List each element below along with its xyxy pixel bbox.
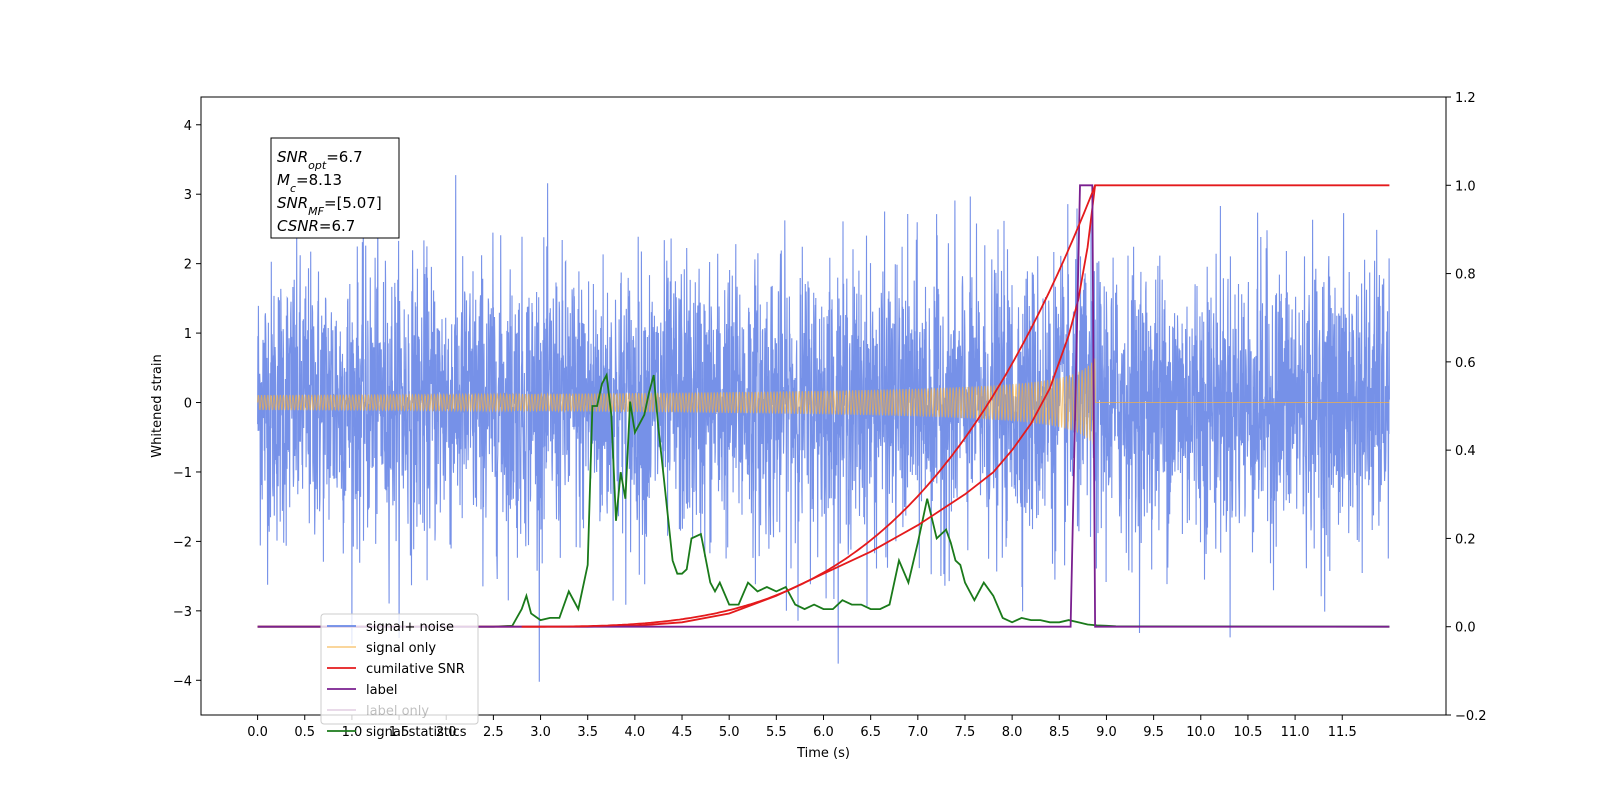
- y-axis-label: Whitened strain: [150, 354, 165, 457]
- x-tick-label: 3.0: [530, 725, 551, 740]
- x-tick-label: 7.0: [907, 725, 928, 740]
- x-tick-label: 11.5: [1328, 725, 1357, 740]
- x-tick-label: 2.5: [483, 725, 504, 740]
- info-line: Mc=8.13: [277, 171, 342, 195]
- legend-label: cumilative SNR: [366, 662, 465, 677]
- y-left-tick-label: 1: [184, 327, 192, 342]
- legend: signal+ noise signal only cumilative SNR la…: [320, 613, 479, 740]
- x-tick-label: 1.0: [342, 725, 363, 740]
- y-left-tick-label: −2: [173, 535, 192, 550]
- y-left-tick-label: 2: [184, 258, 192, 273]
- x-tick-label: 1.5: [389, 725, 410, 740]
- y-left-tick-label: −4: [173, 674, 192, 689]
- x-tick-label: 2.0: [436, 725, 457, 740]
- x-tick-label: 10.5: [1233, 725, 1262, 740]
- cumulative-snr-smooth-line: [521, 184, 1096, 628]
- signal-noise-series: [257, 175, 1390, 682]
- x-tick-label: 5.5: [766, 725, 787, 740]
- y-left-tick-label: −1: [173, 466, 192, 481]
- x-tick-label: 8.5: [1049, 725, 1070, 740]
- signal-noise-line: [257, 175, 1390, 682]
- axes: 0.0 0.5 1.0 1.5 2.0 2.5 3.0 3.5 4.0 4.5 5.0 5.5 6.0 6…: [173, 91, 1487, 740]
- y-left-tick-label: 4: [184, 119, 192, 134]
- x-tick-label: 6.5: [860, 725, 881, 740]
- y-right-tick-label: 1.0: [1455, 179, 1476, 194]
- x-tick-label: 9.5: [1143, 725, 1164, 740]
- x-tick-label: 6.0: [813, 725, 834, 740]
- x-tick-label: 8.0: [1002, 725, 1023, 740]
- info-line: CSNR=6.7: [277, 217, 355, 235]
- x-tick-label: 5.0: [719, 725, 740, 740]
- signal-statistics-line: [257, 372, 1390, 628]
- x-axis-label: Time (s): [796, 746, 850, 761]
- x-tick-label: 0.5: [294, 725, 315, 740]
- y-right-tick-label: 0.2: [1455, 532, 1476, 547]
- legend-label: label only: [366, 704, 429, 719]
- right-axis-series: [257, 184, 1390, 628]
- y-left-tick-label: 0: [184, 397, 192, 412]
- x-tick-label: 3.5: [577, 725, 598, 740]
- x-tick-label: 4.5: [672, 725, 693, 740]
- x-tick-label: 11.0: [1281, 725, 1310, 740]
- legend-label: signal only: [366, 641, 436, 656]
- x-tick-label: 4.0: [625, 725, 646, 740]
- x-tick-label: 0.0: [247, 725, 268, 740]
- cumilative-snr-line: [257, 184, 1390, 628]
- y-right-tick-label: 0.0: [1455, 621, 1476, 636]
- legend-frame: [320, 613, 479, 725]
- y-right-tick-label: 0.4: [1455, 444, 1476, 459]
- legend-label: signal statistics: [366, 725, 467, 740]
- x-tick-label: 7.5: [955, 725, 976, 740]
- signal-only-line: [257, 358, 1390, 445]
- label-line: [257, 184, 1390, 628]
- x-tick-label: 10.0: [1186, 725, 1215, 740]
- y-right-tick-label: 0.6: [1455, 356, 1476, 371]
- info-line: SNRMF=[5.07]: [277, 194, 382, 218]
- y-right-tick-label: 1.2: [1455, 91, 1476, 106]
- legend-label: signal+ noise: [366, 620, 454, 635]
- info-box-frame: [270, 137, 400, 239]
- y-right-tick-label: 0.8: [1455, 268, 1476, 283]
- x-tick-label: 9.0: [1096, 725, 1117, 740]
- info-line: SNRopt=6.7: [277, 148, 363, 172]
- y-left-tick-label: −3: [173, 605, 192, 620]
- y-left-tick-label: 3: [184, 188, 192, 203]
- legend-label: label: [366, 683, 397, 698]
- signal-only-series: [257, 358, 1390, 445]
- y-right-tick-label: −0.2: [1455, 709, 1487, 724]
